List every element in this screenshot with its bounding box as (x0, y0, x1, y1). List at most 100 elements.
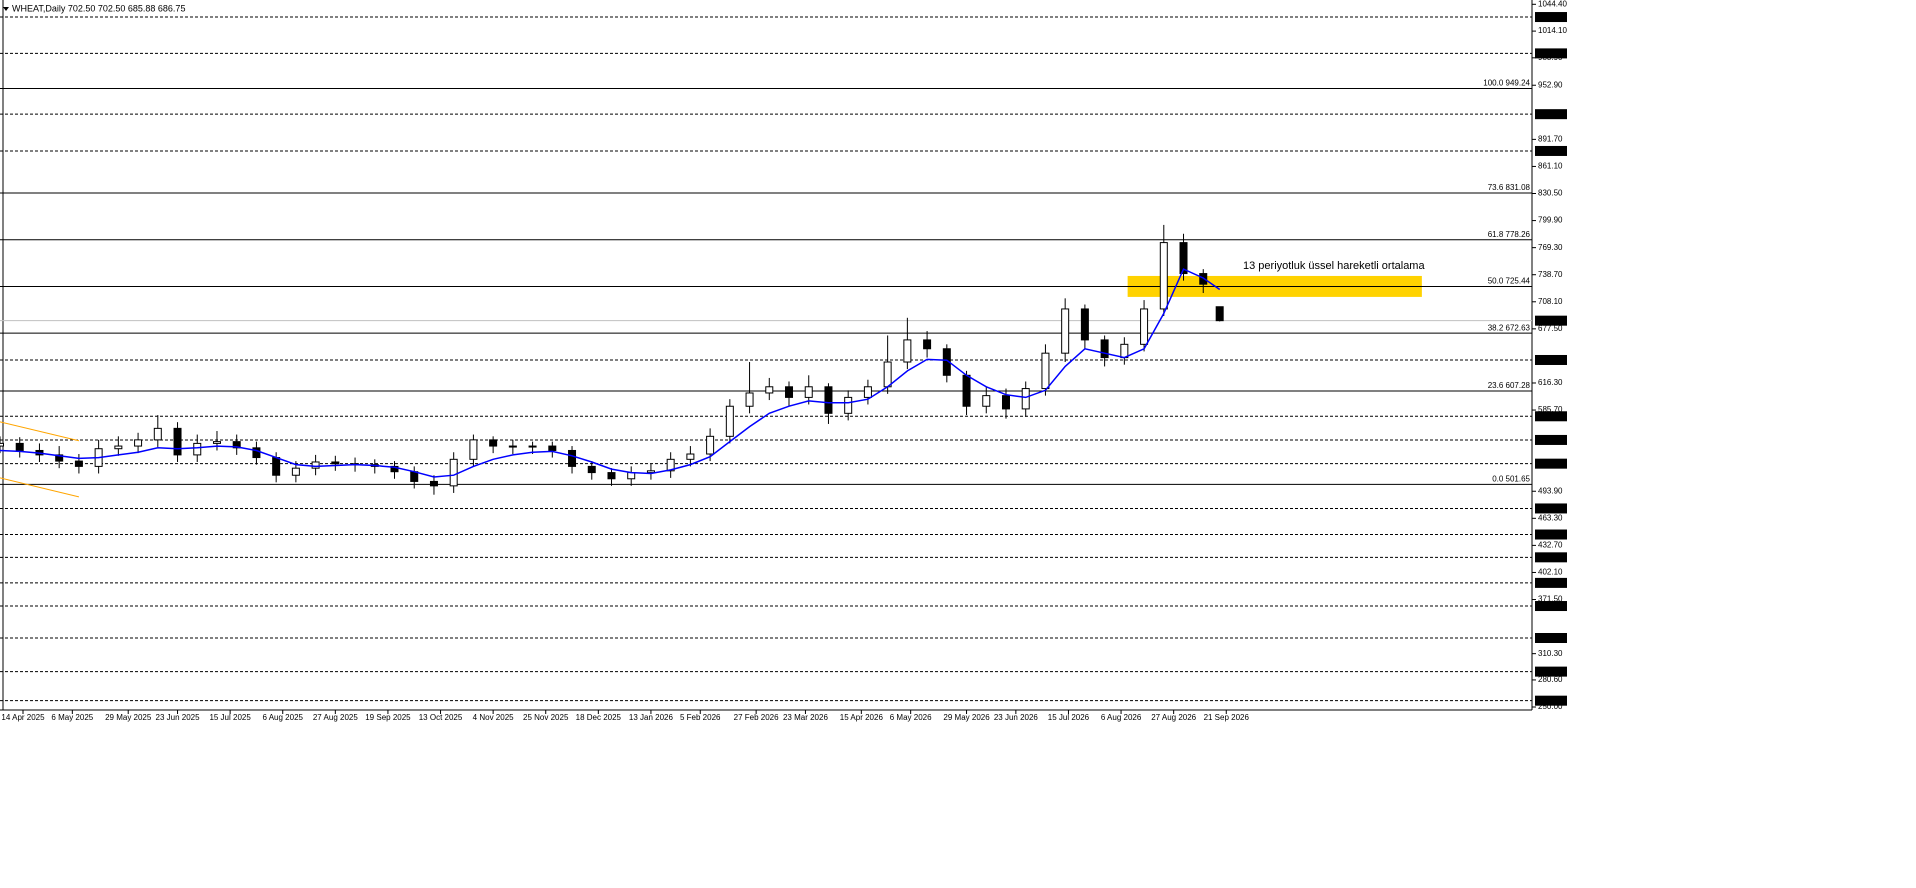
candle-body (824, 386, 833, 414)
price-badge-label: 988.90 (1537, 49, 1562, 58)
x-tick-label: 23 Jun 2025 (156, 713, 201, 722)
trendline (0, 477, 80, 498)
candle-body (745, 392, 754, 407)
price-badge (1535, 48, 1567, 59)
candle-body (469, 439, 478, 460)
candle-body (686, 453, 695, 460)
ema-line (0, 268, 1221, 478)
candle-body (114, 445, 123, 450)
y-tick-label: 891.70 (1538, 134, 1563, 143)
candle-body (1021, 388, 1030, 410)
y-tick-label: 799.90 (1538, 216, 1563, 225)
candle-body (134, 439, 143, 447)
price-badge-label: 474.45 (1537, 504, 1562, 513)
candle-body (923, 339, 932, 350)
candle-body (153, 427, 162, 441)
price-badge (1535, 695, 1567, 706)
candle-body (74, 460, 83, 467)
candle-body (1159, 242, 1168, 310)
price-badge (1535, 577, 1567, 588)
candle-body (252, 447, 261, 459)
fib-label: 0.0 501.65 (1492, 475, 1530, 484)
y-tick-label: 708.10 (1538, 297, 1563, 306)
candle-body (903, 339, 912, 363)
candle-body (55, 454, 64, 462)
candle-body (1100, 339, 1109, 359)
x-tick-label: 27 Aug 2025 (313, 713, 358, 722)
candle-body (173, 427, 182, 456)
candle-body (508, 445, 517, 448)
menu-triangle (3, 7, 9, 11)
candle-body (863, 386, 872, 398)
chart-title: WHEAT,Daily 702.50 702.50 685.88 686.75 (12, 3, 185, 13)
candle-body (449, 458, 458, 487)
fib-label: 23.6 607.28 (1488, 381, 1531, 390)
candle-body (311, 461, 320, 469)
y-tick-label: 830.50 (1538, 189, 1563, 198)
fib-label: 73.6 831.08 (1488, 183, 1531, 192)
y-tick-label: 432.70 (1538, 540, 1563, 549)
price-badge-label: 364.15 (1537, 601, 1562, 610)
y-tick-label: 738.70 (1538, 270, 1563, 279)
x-tick-label: 6 May 2026 (890, 713, 932, 722)
x-tick-label: 25 Nov 2025 (523, 713, 569, 722)
price-badge-label: 290.00 (1537, 667, 1562, 676)
y-tick-label: 250.00 (1538, 702, 1563, 711)
y-tick-label: 677.50 (1538, 324, 1563, 333)
x-tick-label: 23 Mar 2026 (783, 713, 828, 722)
price-badge (1535, 354, 1567, 365)
x-tick-label: 13 Jan 2026 (629, 713, 674, 722)
price-badge (1535, 12, 1567, 23)
candle-body (982, 395, 991, 407)
candle-body (429, 480, 438, 487)
candle-body (528, 445, 537, 448)
candle-body (272, 457, 281, 476)
candle-body (1120, 343, 1129, 359)
fib-label: 61.8 778.26 (1488, 230, 1531, 239)
x-tick-label: 23 Jun 2026 (994, 713, 1039, 722)
candle-body (410, 471, 419, 482)
candle-body (193, 442, 202, 456)
price-badge-label: 578.65 (1537, 411, 1562, 420)
trendline (0, 421, 80, 442)
price-badge (1535, 109, 1567, 120)
candle-body (568, 449, 577, 467)
x-tick-label: 15 Jul 2026 (1048, 713, 1090, 722)
x-tick-label: 27 Feb 2026 (734, 713, 779, 722)
y-tick-label: 952.90 (1538, 80, 1563, 89)
fib-label: 100.0 949.24 (1483, 79, 1530, 88)
y-tick-label: 861.10 (1538, 162, 1563, 171)
y-tick-label: 1014.10 (1538, 26, 1567, 35)
candle-body (666, 458, 675, 472)
candle-body (1179, 242, 1188, 275)
x-tick-label: 18 Dec 2025 (576, 713, 622, 722)
price-badge (1535, 529, 1567, 540)
candle-body (962, 374, 971, 407)
candle-body (1080, 308, 1089, 341)
y-tick-label: 493.90 (1538, 486, 1563, 495)
price-badge (1535, 434, 1567, 445)
price-badge (1535, 666, 1567, 677)
x-tick-label: 14 Apr 2025 (1, 713, 45, 722)
candle-body (232, 441, 241, 449)
candle-body (706, 435, 715, 455)
price-badge-label: 920.20 (1537, 109, 1562, 118)
price-badge (1535, 411, 1567, 422)
x-tick-label: 13 Oct 2025 (419, 713, 463, 722)
candle-body (1061, 308, 1070, 354)
candle-body (607, 472, 616, 480)
price-badge-label: 257.15 (1537, 696, 1562, 705)
candle-body (1140, 308, 1149, 345)
x-tick-label: 15 Jul 2025 (209, 713, 251, 722)
x-tick-label: 29 May 2026 (943, 713, 990, 722)
price-badge-label: 642.30 (1537, 355, 1562, 364)
fib-label: 38.2 672.63 (1488, 323, 1531, 332)
candle-body (390, 465, 399, 473)
y-tick-label: 402.10 (1538, 568, 1563, 577)
candle-body (489, 439, 498, 447)
x-tick-label: 15 Apr 2026 (840, 713, 884, 722)
candle-body (785, 386, 794, 398)
price-badge (1535, 633, 1567, 644)
